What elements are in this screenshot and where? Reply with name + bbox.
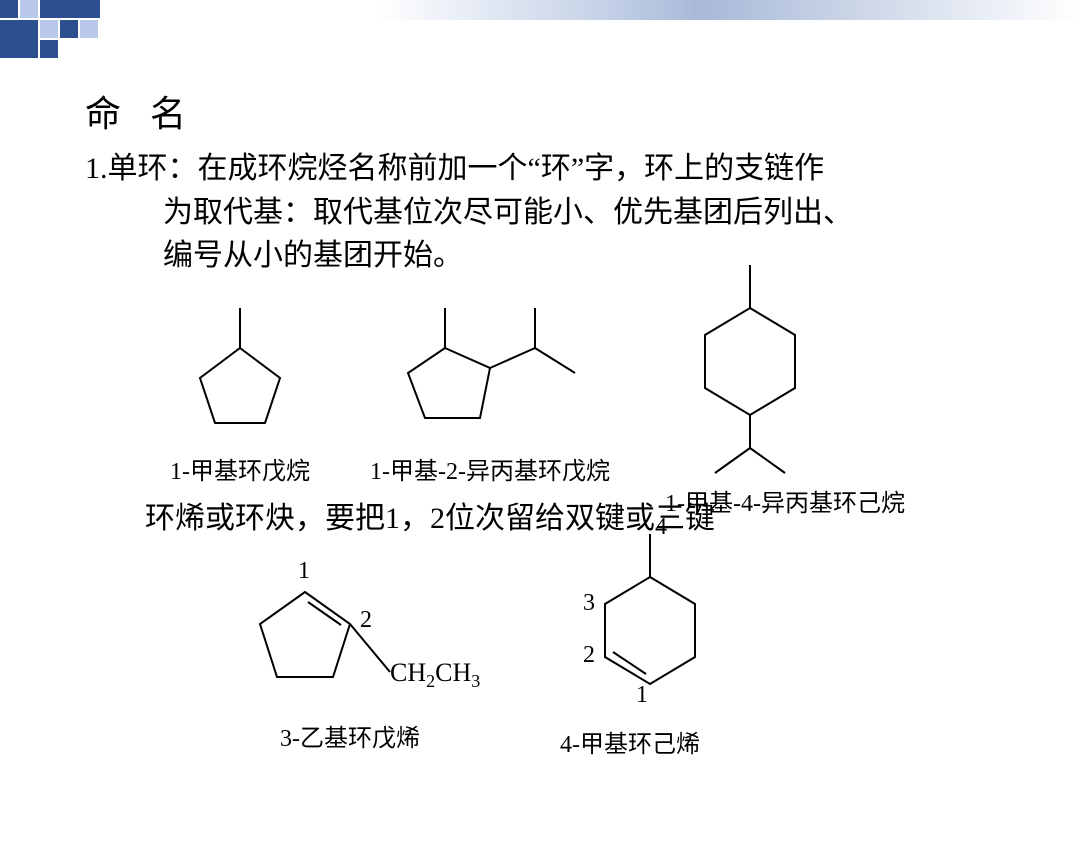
label-1: 1 [298, 558, 310, 585]
structure-1: 1-甲基环戊烷 [165, 293, 315, 486]
header-square [40, 40, 58, 58]
caption-5: 4-甲基环己烯 [525, 724, 735, 759]
structure-2: 1-甲基-2-异丙基环戊烷 [370, 293, 610, 486]
caption-1: 1-甲基环戊烷 [165, 451, 315, 486]
header-decoration [0, 0, 1080, 50]
header-square [0, 20, 38, 58]
header-square [80, 20, 98, 38]
caption-4: 3-乙基环戊烯 [220, 718, 480, 753]
slide-title: 命 名 [85, 85, 1035, 137]
slide-content: 命 名 1.单环：在成环烷烃名称前加一个“环”字，环上的支链作 为取代基：取代基… [85, 85, 1035, 762]
substituent-formula: CH2CH3 [390, 658, 480, 692]
header-square [20, 0, 38, 18]
rule-line2: 为取代基：取代基位次尽可能小、优先基团后列出、 [85, 191, 1035, 235]
caption-2: 1-甲基-2-异丙基环戊烷 [370, 451, 610, 486]
rule-number: 1. [85, 152, 108, 185]
header-square [40, 0, 100, 18]
label-c2: 2 [583, 642, 595, 669]
header-square [40, 20, 58, 38]
structures-row-1: 1-甲基环戊烷 1-甲基-2-异丙基环戊烷 [85, 293, 1035, 493]
structures-row-2: 1 2 CH2CH3 3-乙基环戊烯 1 2 3 4 [85, 542, 1035, 762]
label-2: 2 [360, 607, 372, 634]
structure-3: 1-甲基-4-异丙基环己烷 [665, 253, 905, 518]
methylcyclohexene-svg [525, 522, 735, 722]
structure-5: 1 2 3 4 4-甲基环己烯 [525, 522, 735, 759]
methylcyclopentane-svg [165, 293, 315, 443]
header-gradient [0, 0, 1080, 20]
methyl-isopropyl-cyclopentane-svg [370, 293, 610, 443]
label-c1: 1 [636, 682, 648, 709]
rule-line1: 单环：在成环烷烃名称前加一个“环”字，环上的支链作 [108, 152, 825, 185]
structure-4: 1 2 CH2CH3 3-乙基环戊烯 [220, 552, 480, 753]
label-c4: 4 [655, 514, 667, 541]
header-square [60, 20, 78, 38]
methyl-isopropyl-cyclohexane-svg [665, 253, 835, 483]
header-square [0, 0, 18, 18]
label-c3: 3 [583, 590, 595, 617]
caption-3: 1-甲基-4-异丙基环己烷 [665, 483, 905, 518]
